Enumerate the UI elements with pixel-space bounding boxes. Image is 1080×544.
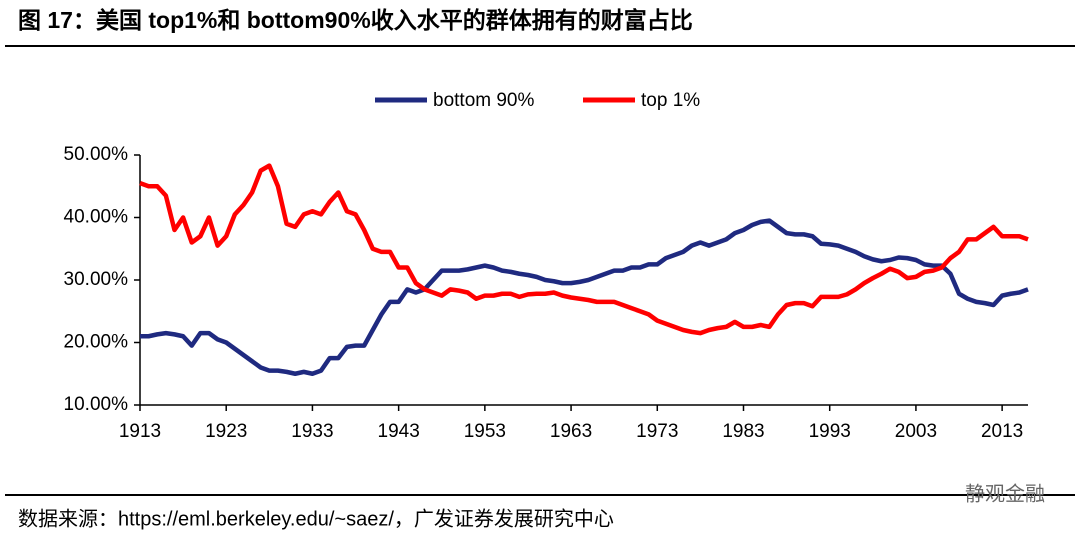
x-tick-label: 1963	[550, 421, 592, 442]
x-tick-label: 1983	[722, 421, 764, 442]
series-line	[140, 218, 1029, 376]
x-tick-label: 1913	[119, 421, 161, 442]
y-tick-label: 10.00%	[64, 394, 129, 415]
y-tick-label: 20.00%	[64, 332, 129, 353]
x-tick-label: 1993	[809, 421, 851, 442]
series-line	[139, 163, 1029, 336]
x-tick-label: 2013	[981, 421, 1023, 442]
legend-label: top 1%	[641, 90, 700, 111]
y-tick-label: 30.00%	[64, 269, 129, 290]
x-tick-label: 1973	[636, 421, 678, 442]
y-tick-label: 50.00%	[64, 144, 129, 165]
y-tick-label: 40.00%	[64, 207, 129, 228]
x-tick-label: 1923	[205, 421, 247, 442]
x-tick-label: 1933	[291, 421, 333, 442]
x-tick-label: 1953	[464, 421, 506, 442]
legend-label: bottom 90%	[433, 90, 534, 111]
chart-title: 图 17：美国 top1%和 bottom90%收入水平的群体拥有的财富占比	[18, 7, 693, 33]
x-tick-label: 1943	[378, 421, 420, 442]
source: 数据来源：https://eml.berkeley.edu/~saez/，广发证…	[18, 507, 614, 530]
watermark: 静观金融	[965, 482, 1045, 505]
x-tick-label: 2003	[895, 421, 937, 442]
